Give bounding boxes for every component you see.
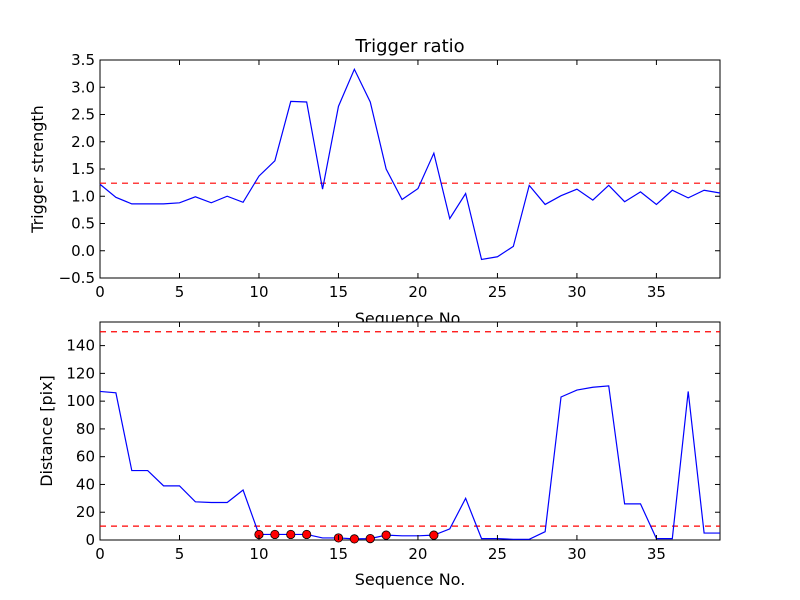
plot-area-frame [99,321,721,541]
y-tick-label: 1.5 [71,160,95,178]
y-tick-label: 40 [76,475,95,493]
y-axis-label: Trigger strength [28,105,47,234]
data-point-marker [429,530,439,540]
y-tick-label: 0.0 [71,242,95,260]
y-axis-ticks: 0 20 40 60 80 100 120 140 [66,337,720,549]
x-tick-label: 10 [249,283,268,301]
marker-group [254,529,439,544]
y-axis-label: Distance [pix] [37,375,56,487]
x-tick-label: 25 [488,545,507,563]
data-point-marker [286,529,296,540]
x-tick-label: 30 [567,545,586,563]
threshold-lines [100,331,720,527]
plot-area-frame [99,59,721,279]
y-tick-label: 0 [85,531,95,549]
data-point-marker [270,529,280,540]
x-axis-ticks: 0 5 10 15 20 25 30 35 [95,60,666,301]
y-tick-label: 3.0 [71,78,95,96]
y-tick-label: 0.5 [71,215,95,233]
series-group [99,385,720,540]
x-tick-label: 35 [647,545,666,563]
chart-title: Trigger ratio [354,36,464,57]
y-tick-label: 2.0 [71,133,95,151]
y-tick-label: 3.5 [71,51,95,69]
distance-panel: 0 5 10 15 20 25 30 35 0 20 40 60 80 100 120 140 Sequen… [37,321,721,589]
data-point-marker [302,529,312,540]
y-axis-ticks: −0.5 0.0 0.5 1.0 1.5 2.0 2.5 3.0 3.5 [59,51,720,287]
y-tick-label: 140 [66,337,95,355]
trigger-ratio-panel: Trigger ratio 0 5 10 15 20 25 30 35 −0.5 0.0 0.5 1… [28,36,721,328]
x-tick-label: 15 [329,545,348,563]
y-tick-label: 120 [66,364,95,382]
data-point-marker [365,534,375,544]
x-tick-label: 15 [329,283,348,301]
y-tick-label: 20 [76,503,95,521]
x-tick-label: 25 [488,283,507,301]
x-tick-label: 20 [408,545,427,563]
series-line [99,67,721,261]
x-axis-ticks: 0 5 10 15 20 25 30 35 [95,322,666,563]
x-tick-label: 30 [567,283,586,301]
x-tick-label: 20 [408,283,427,301]
x-tick-label: 35 [647,283,666,301]
y-tick-label: 60 [76,448,95,466]
x-tick-label: 5 [175,545,185,563]
x-axis-label: Sequence No. [355,570,466,589]
y-tick-label: 80 [76,420,95,438]
y-tick-label: 100 [66,392,95,410]
y-tick-label: 2.5 [71,106,95,124]
y-tick-label: 1.0 [71,187,95,205]
x-tick-label: 0 [95,545,105,563]
series-line [99,385,720,540]
y-tick-label: −0.5 [59,269,95,287]
data-point-marker [349,534,359,544]
data-point-marker [381,530,391,540]
x-tick-label: 5 [175,283,185,301]
series-group [99,67,721,261]
x-tick-label: 10 [249,545,268,563]
x-tick-label: 0 [95,283,105,301]
